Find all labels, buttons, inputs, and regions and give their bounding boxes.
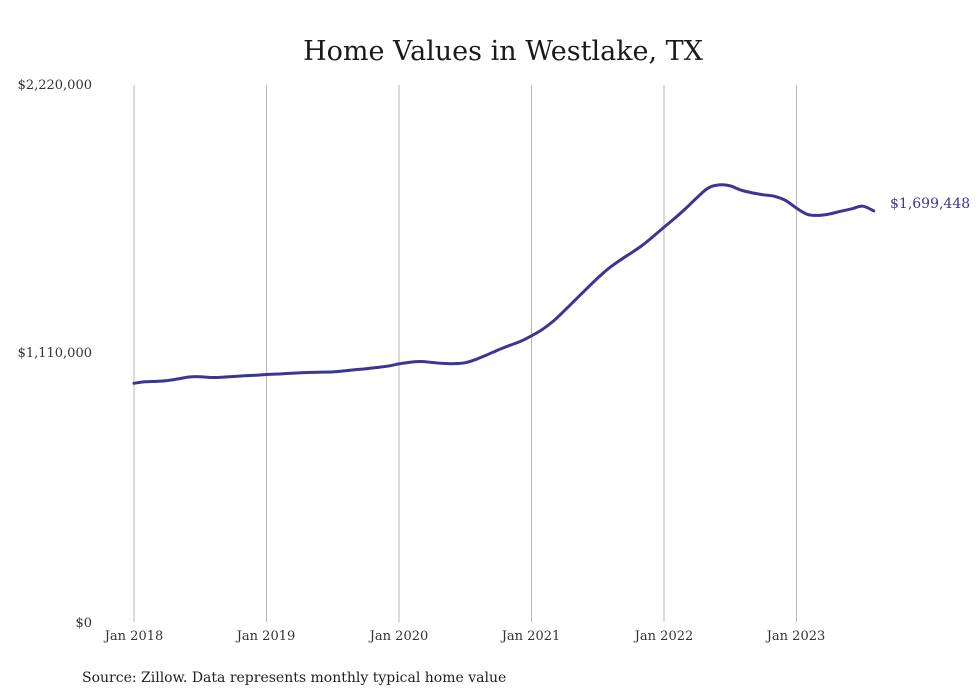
- y-tick-label: $1,110,000: [18, 346, 92, 361]
- series-line: [132, 183, 876, 385]
- y-tick-label: $0: [75, 616, 92, 631]
- x-tick-label: Jan 2023: [765, 629, 826, 644]
- x-tick-label: Jan 2019: [235, 629, 296, 644]
- x-tick-label: Jan 2022: [633, 629, 694, 644]
- gridlines: [133, 85, 797, 622]
- y-tick-label: $2,220,000: [18, 78, 92, 93]
- chart-title: Home Values in Westlake, TX: [303, 36, 704, 67]
- x-tick-label: Jan 2021: [500, 629, 561, 644]
- source-note: Source: Zillow. Data represents monthly …: [82, 670, 506, 686]
- x-tick-label: Jan 2018: [103, 629, 164, 644]
- end-value-label: $1,699,448: [890, 196, 970, 212]
- x-tick-label: Jan 2020: [368, 629, 429, 644]
